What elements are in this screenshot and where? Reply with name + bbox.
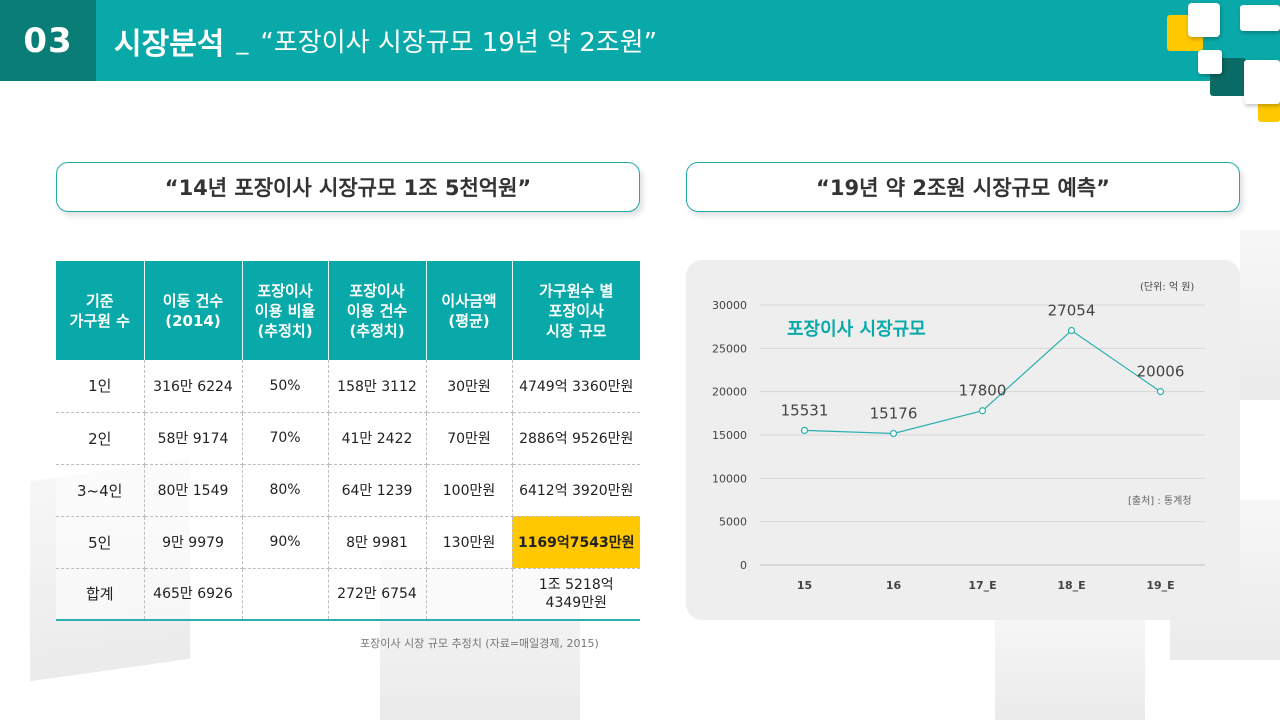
x-tick-label: 16 — [886, 579, 902, 592]
table-cell: 465만 6926 — [144, 568, 243, 621]
y-tick-label: 30000 — [712, 299, 747, 312]
y-tick-label: 0 — [740, 559, 747, 572]
deco-square-yellow — [1258, 100, 1280, 122]
table-cell: 30만원 — [426, 360, 513, 413]
table-row: 합계 465만 6926 272만 6754 1조 5218억 4349만원 — [56, 568, 640, 621]
page-title-main: 시장분석 — [114, 26, 225, 62]
table-row: 1인 316만 6224 50% 158만 3112 30만원 4749억 3360만원 — [56, 360, 640, 413]
table-cell: 64만 1239 — [328, 464, 427, 517]
table-cell: 1조 5218억 4349만원 — [512, 568, 640, 621]
section-number-box: 03 — [0, 0, 96, 81]
data-label: 27054 — [1048, 302, 1096, 320]
chart-unit-label: (단위: 억 원) — [1140, 282, 1195, 293]
y-tick-label: 15000 — [712, 429, 747, 442]
table-header-cell: 이사금액 (평균) — [426, 261, 513, 360]
table-header-cell: 포장이사 이용 건수 (추정치) — [328, 261, 427, 360]
right-section-heading: “19년 약 2조원 시장규모 예측” — [686, 162, 1240, 212]
table-cell: 4749억 3360만원 — [512, 360, 640, 413]
table-header-cell: 이동 건수 (2014) — [144, 261, 243, 360]
table-cell — [242, 568, 329, 621]
data-label: 20006 — [1137, 363, 1185, 381]
data-point — [1156, 388, 1165, 396]
data-point — [978, 407, 987, 415]
deco-square-white — [1198, 50, 1222, 74]
table-header-cell: 포장이사 이용 비율 (추정치) — [242, 261, 329, 360]
table-cell: 100만원 — [426, 464, 513, 517]
data-label: 17800 — [959, 382, 1007, 400]
table-cell: 8만 9981 — [328, 516, 427, 569]
y-tick-label: 10000 — [712, 472, 747, 485]
market-size-table: 기준 가구원 수 이동 건수 (2014) 포장이사 이용 비율 (추정치) 포장이사 이용 건… — [56, 261, 640, 621]
deco-square-teal — [1246, 44, 1260, 58]
table-cell: 130만원 — [426, 516, 513, 569]
table-row-header: 3~4인 — [56, 464, 145, 517]
page-title-subtitle: “포장이사 시장규모 19년 약 2조원” — [260, 28, 658, 58]
x-tick-label: 17_E — [968, 579, 996, 592]
deco-square-white — [1188, 3, 1220, 37]
table-cell: 41만 2422 — [328, 412, 427, 465]
section-number: 03 — [23, 20, 73, 61]
table-cell: 2886억 9526만원 — [512, 412, 640, 465]
deco-square-white — [1240, 5, 1280, 31]
table-cell: 9만 9979 — [144, 516, 243, 569]
page-title-separator: _ — [236, 26, 249, 55]
y-tick-label: 25000 — [712, 342, 747, 355]
table-cell: 90% — [242, 516, 329, 569]
table-cell: 272만 6754 — [328, 568, 427, 621]
table-header-cell: 가구원수 별 포장이사 시장 규모 — [512, 261, 640, 360]
table-cell: 158만 3112 — [328, 360, 427, 413]
table-row-header: 2인 — [56, 412, 145, 465]
table-header-row: 기준 가구원 수 이동 건수 (2014) 포장이사 이용 비율 (추정치) 포장이사 이용 건… — [56, 261, 640, 360]
data-label: 15176 — [870, 404, 918, 422]
chart-panel — [686, 260, 1240, 620]
x-tick-label: 18_E — [1057, 579, 1085, 592]
data-point — [800, 426, 809, 434]
table-cell: 1169억7543만원 — [512, 516, 640, 569]
table-header-cell: 기준 가구원 수 — [56, 261, 145, 360]
table-cell: 6412억 3920만원 — [512, 464, 640, 517]
series-label: 포장이사 시장규모 — [787, 319, 926, 340]
y-tick-label: 20000 — [712, 386, 747, 399]
table-cell: 70만원 — [426, 412, 513, 465]
table-cell: 70% — [242, 412, 329, 465]
deco-square-white — [1244, 60, 1280, 104]
page-title: 시장분석 _ “포장이사 시장규모 19년 약 2조원” — [114, 0, 657, 81]
background-box — [995, 610, 1145, 720]
table-row-header: 5인 — [56, 516, 145, 569]
chart-source-note: [출처] : 통계청 — [1128, 496, 1192, 507]
table-cell — [426, 568, 513, 621]
table-row: 2인 58만 9174 70% 41만 2422 70만원 2886억 9526만원 — [56, 412, 640, 465]
background-box — [1240, 230, 1280, 400]
table-cell: 50% — [242, 360, 329, 413]
left-section-heading: “14년 포장이사 시장규모 1조 5천억원” — [56, 162, 640, 212]
table-source-note: 포장이사 시장 규모 추정치 (자료=매일경제, 2015) — [360, 637, 599, 650]
table-row-header: 합계 — [56, 568, 145, 621]
table-row: 5인 9만 9979 90% 8만 9981 130만원 1169억7543만원 — [56, 516, 640, 569]
x-tick-label: 15 — [797, 579, 812, 592]
table-row: 3~4인 80만 1549 80% 64만 1239 100만원 6412억 3920만원 — [56, 464, 640, 517]
data-point — [889, 429, 898, 438]
header-bar — [0, 0, 1280, 81]
table-cell: 80만 1549 — [144, 464, 243, 517]
data-point — [1067, 326, 1076, 335]
data-label: 15531 — [781, 401, 829, 419]
table-row-header: 1인 — [56, 360, 145, 413]
x-tick-label: 19_E — [1146, 579, 1174, 592]
table-cell: 316만 6224 — [144, 360, 243, 413]
y-tick-label: 5000 — [719, 516, 747, 529]
table-cell: 80% — [242, 464, 329, 517]
table-cell: 58만 9174 — [144, 412, 243, 465]
